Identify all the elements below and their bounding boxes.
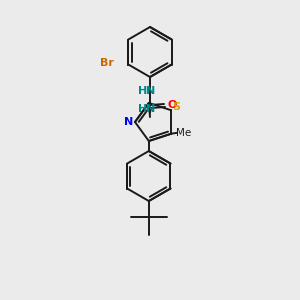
Text: O: O — [167, 100, 177, 110]
Text: H: H — [138, 104, 148, 114]
Text: H: H — [138, 86, 148, 96]
Text: N: N — [146, 86, 156, 96]
Text: Br: Br — [100, 58, 114, 68]
Text: N: N — [146, 104, 156, 114]
Text: S: S — [172, 102, 180, 112]
Text: N: N — [124, 117, 134, 127]
Text: Me: Me — [176, 128, 191, 138]
